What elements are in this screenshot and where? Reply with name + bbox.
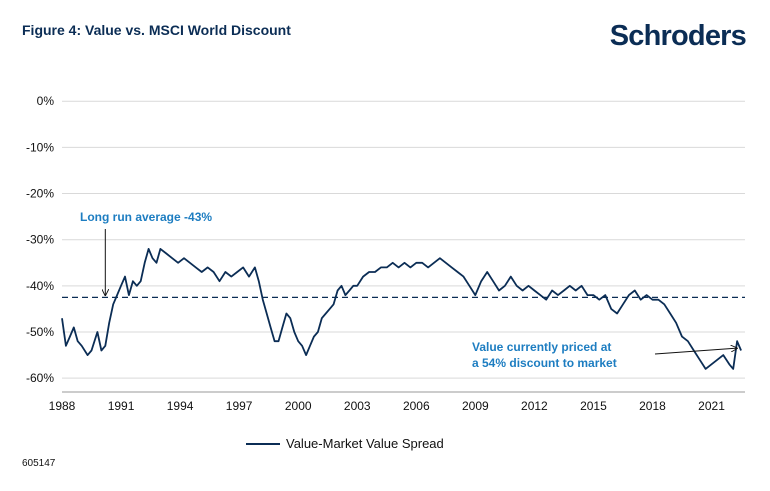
y-tick-label: -60% [26,371,54,385]
x-tick-label: 1991 [108,399,135,413]
y-tick-label: -40% [26,279,54,293]
x-tick-label: 1988 [49,399,76,413]
x-tick-label: 2012 [521,399,548,413]
x-tick-label: 1994 [167,399,194,413]
x-tick-label: 1997 [226,399,253,413]
legend-line-icon [246,442,280,445]
footnote-code: 605147 [22,458,56,469]
y-tick-label: -50% [26,325,54,339]
current-discount-annotation-line2: a 54% discount to market [472,356,617,370]
chart-title: Figure 4: Value vs. MSCI World Discount [22,22,291,38]
x-tick-label: 2000 [285,399,312,413]
current-discount-arrow [654,348,737,355]
y-tick-label: -20% [26,187,54,201]
x-tick-label: 2009 [462,399,489,413]
value-market-spread-line [61,247,742,370]
schroders-logo: Schroders [609,20,747,52]
legend-label: Value-Market Value Spread [286,436,444,451]
chart-legend: Value-Market Value Spread [246,436,444,451]
x-tick-label: 2006 [403,399,430,413]
long-run-average-annotation: Long run average -43% [80,210,212,224]
y-tick-label: 0% [37,94,55,108]
y-tick-label: -10% [26,140,54,154]
current-discount-annotation-line1: Value currently priced at [472,340,611,354]
x-tick-label: 2018 [639,399,666,413]
x-tick-label: 2015 [580,399,607,413]
x-tick-label: 2003 [344,399,371,413]
x-tick-label: 2021 [698,399,725,413]
y-tick-label: -30% [26,233,54,247]
